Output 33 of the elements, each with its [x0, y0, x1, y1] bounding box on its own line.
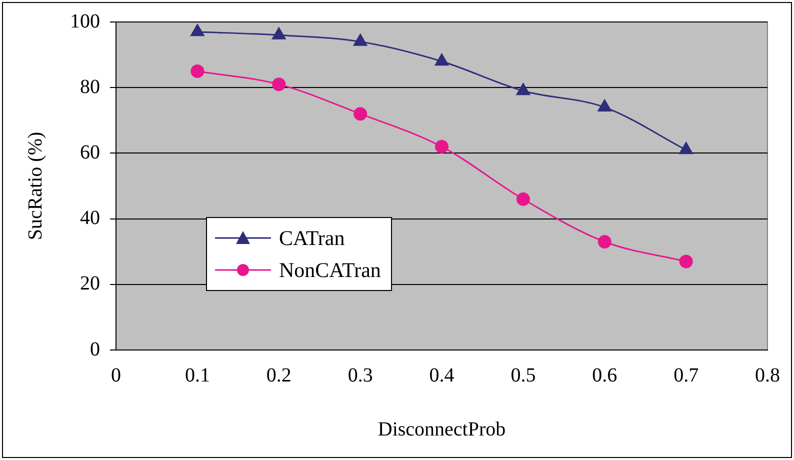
legend-label: NonCATran [279, 258, 381, 282]
point [435, 140, 448, 154]
x-tick-label: 0.2 [266, 364, 292, 386]
x-tick-label: 0.8 [755, 364, 780, 386]
point [516, 83, 530, 96]
y-tick-label: 60 [80, 141, 100, 164]
x-tick-label: 0.7 [674, 364, 699, 386]
point [272, 27, 286, 40]
point [516, 192, 530, 206]
point [272, 78, 286, 92]
x-tick-label: 0.1 [184, 364, 210, 386]
x-tick-label: 0.4 [429, 364, 454, 386]
x-tick-label: 0.3 [348, 364, 373, 386]
y-axis-title: SucRatio (%) [24, 132, 46, 240]
point [190, 64, 204, 78]
point [190, 24, 204, 36]
point [434, 54, 449, 66]
y-tick-label: 80 [80, 76, 100, 98]
x-tick-label: 0 [111, 364, 121, 386]
y-tick-label: 40 [80, 207, 100, 230]
y-tick-label: 0 [90, 338, 100, 360]
legend-label: CATran [279, 226, 345, 250]
x-tick-label: 0.6 [592, 364, 618, 386]
x-tick-label: 0.5 [510, 364, 536, 386]
x-axis-title: DisconnectProb [378, 418, 506, 440]
point [354, 34, 368, 46]
point [598, 235, 612, 249]
point [679, 254, 693, 268]
point [679, 142, 693, 154]
point [354, 107, 368, 121]
y-tick-label: 20 [80, 272, 100, 295]
y-tick-label: 100 [70, 10, 100, 32]
point [598, 100, 612, 112]
